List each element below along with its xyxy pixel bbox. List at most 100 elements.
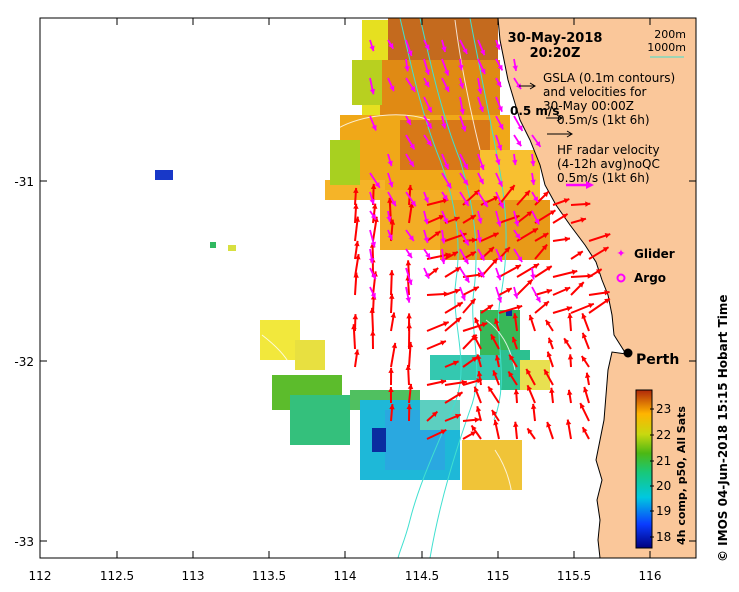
title-block: 30-May-2018 20:20Z — [508, 31, 603, 61]
gsla-arrow — [369, 39, 375, 52]
gsla-arrow — [495, 267, 502, 281]
gsla-arrow — [495, 115, 504, 130]
map-time: 20:20Z — [530, 46, 581, 61]
gsla-arrow — [459, 39, 468, 55]
hf-arrow — [516, 210, 533, 224]
gsla-legend-arrow — [519, 82, 563, 122]
hf-arrow — [408, 202, 415, 224]
gsla-arrow — [405, 191, 417, 207]
gsla-velocity-arrows — [368, 39, 542, 303]
gsla-arrow — [405, 229, 415, 242]
hf-arrow — [426, 321, 450, 332]
gsla-arrow — [386, 210, 392, 222]
gsla-arrow — [495, 58, 504, 71]
hf-radar-arrows — [351, 183, 611, 440]
gsla-arrow — [369, 191, 375, 205]
hf-arrow — [388, 367, 394, 386]
y-axis-labels: -31 -32 -33 — [14, 175, 34, 549]
hf-arrow — [552, 286, 571, 296]
hf-arrow — [570, 302, 595, 314]
hf-arrow — [552, 213, 569, 224]
glider-icon: ✦ — [616, 247, 625, 260]
gsla-arrow — [495, 153, 501, 165]
hf-arrow — [475, 406, 482, 422]
argo-label: Argo — [634, 271, 666, 285]
hf-arrow — [498, 287, 513, 296]
hf-arrow — [407, 341, 414, 368]
hf-arrow — [480, 232, 500, 242]
gsla-arrow — [368, 248, 375, 264]
hf-arrow — [526, 427, 536, 440]
hf-legend-sample-arrowhead — [586, 181, 594, 189]
hf-arrow — [498, 264, 522, 278]
gsla-arrow — [423, 134, 433, 147]
hf-arrow — [444, 251, 459, 260]
x-axis-labels: 112 112.5 113 113.5 114 114.5 115 115.5 … — [29, 569, 662, 583]
hf-arrow — [534, 288, 553, 296]
hf-arrow — [579, 402, 590, 422]
gsla-arrow — [513, 286, 519, 299]
hf-arrow — [390, 342, 398, 368]
hf-arrow — [388, 270, 395, 296]
hf-arrow — [354, 349, 360, 368]
hf-arrow — [565, 419, 572, 440]
hf-arrow — [462, 356, 478, 368]
hf-legend-line2: (4-12h avg)noQC — [557, 157, 660, 171]
hf-arrow — [476, 370, 483, 386]
gsla-arrow — [476, 229, 483, 243]
hf-arrow — [530, 403, 537, 422]
hf-arrow — [498, 184, 516, 206]
gsla-arrow — [423, 115, 433, 129]
hf-arrow — [534, 265, 553, 278]
gsla-arrow — [513, 210, 520, 227]
gsla-arrow — [405, 115, 412, 126]
gsla-arrow — [459, 191, 470, 207]
gsla-arrow — [531, 286, 542, 303]
hf-arrow — [570, 201, 591, 207]
gsla-arrow — [495, 96, 503, 113]
hf-arrow — [353, 203, 359, 224]
hf-arrow — [407, 184, 413, 206]
hf-arrow — [552, 198, 570, 206]
contour-legend: 200m 1000m — [647, 28, 686, 58]
hf-arrow — [370, 330, 376, 350]
hf-arrow — [473, 386, 482, 404]
gsla-arrow — [423, 77, 430, 88]
gsla-arrow — [441, 58, 450, 76]
hf-arrow — [492, 370, 500, 386]
hf-arrow — [389, 293, 395, 314]
gsla-arrow — [423, 248, 432, 260]
gsla-arrow — [369, 229, 376, 248]
hf-arrow — [371, 203, 378, 224]
hf-arrow — [528, 314, 536, 332]
x-tick-label: 112 — [29, 569, 52, 583]
hf-arrow — [405, 364, 411, 386]
hf-arrow — [525, 368, 536, 386]
gsla-arrow — [477, 210, 483, 224]
hf-arrow — [570, 217, 587, 224]
x-tick-label: 113 — [182, 569, 205, 583]
gsla-arrow — [531, 210, 540, 225]
hf-arrow — [426, 230, 442, 242]
hf-arrow — [534, 232, 549, 242]
hf-arrow — [513, 389, 520, 404]
gsla-arrow — [512, 153, 518, 166]
hf-arrow — [491, 409, 500, 422]
gsla-legend-line2: and velocities for — [543, 85, 647, 99]
gsla-legend: GSLA (0.1m contours) and velocities for … — [510, 71, 675, 127]
hf-arrow — [388, 386, 394, 404]
hf-arrow — [580, 355, 590, 368]
gsla-arrow — [369, 286, 377, 299]
city-perth: Perth — [623, 348, 679, 368]
hf-arrow — [462, 214, 477, 224]
x-tick-label: 113.5 — [252, 569, 286, 583]
colorbar-gradient — [635, 389, 653, 549]
y-tick-label: -32 — [14, 355, 34, 369]
gsla-arrow — [387, 172, 394, 188]
hf-arrow — [487, 385, 500, 404]
hf-arrow — [563, 337, 572, 350]
contour-legend-1000m: 1000m — [647, 41, 686, 54]
hf-arrow — [552, 236, 571, 242]
x-tick-label: 115.5 — [557, 569, 591, 583]
hf-arrow — [426, 428, 447, 440]
